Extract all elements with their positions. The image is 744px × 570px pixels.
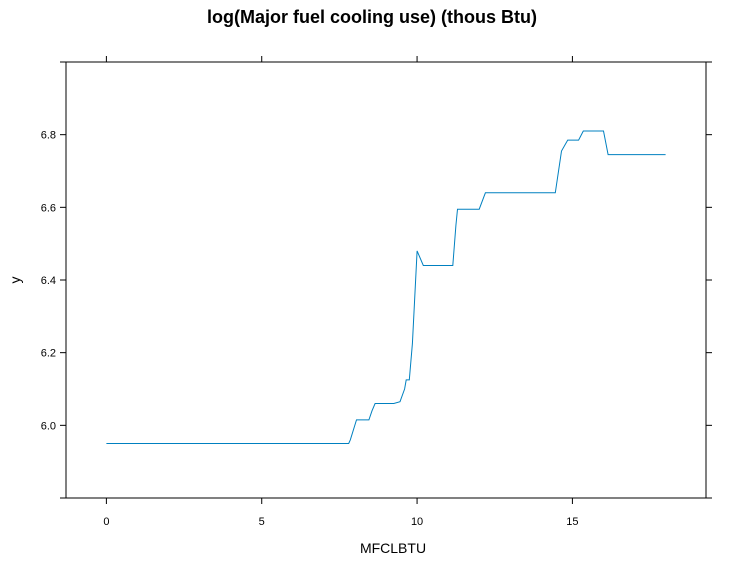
chart-title: log(Major fuel cooling use) (thous Btu) [207, 7, 537, 27]
y-tick-label: 6.2 [41, 348, 56, 360]
x-tick-label: 10 [411, 516, 423, 528]
x-tick-label: 15 [566, 516, 578, 528]
x-tick-label: 0 [103, 516, 109, 528]
y-ticks-left: 6.0 6.2 6.4 6.6 6.8 [41, 61, 66, 499]
x-tick-label: 5 [259, 516, 265, 528]
plot-frame [65, 61, 707, 499]
y-tick-label: 6.0 [41, 420, 56, 432]
series-line [106, 130, 666, 444]
x-axis-label: MFCLBTU [359, 540, 427, 556]
y-tick-label: 6.4 [41, 275, 56, 287]
x-ticks-top [105, 56, 573, 62]
y-tick-label: 6.6 [41, 202, 56, 214]
y-ticks-right [706, 61, 712, 499]
y-axis-label: y [7, 276, 23, 284]
y-tick-label: 6.8 [41, 130, 56, 142]
x-ticks-bottom: 0 5 10 15 [103, 498, 579, 528]
